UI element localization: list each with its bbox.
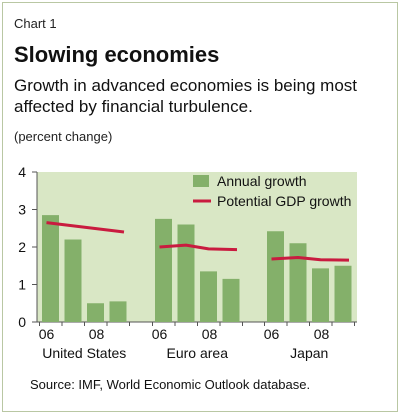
y-tick-label: 2 — [18, 239, 26, 255]
legend-label-potential-gdp: Potential GDP growth — [217, 193, 351, 209]
x-tick-label: 06 — [152, 326, 168, 342]
bar-annual-growth — [312, 268, 329, 322]
group-label: Japan — [290, 345, 328, 361]
x-tick-label: 08 — [89, 326, 105, 342]
x-tick-label: 08 — [202, 326, 218, 342]
x-tick-label: 06 — [264, 326, 280, 342]
y-tick-label: 3 — [18, 202, 26, 218]
y-tick-label: 0 — [18, 314, 26, 330]
bar-annual-growth — [87, 303, 104, 322]
bar-annual-growth — [289, 243, 307, 322]
potential-gdp-line — [271, 256, 350, 262]
bar-annual-growth — [155, 218, 172, 322]
legend-label-annual-growth: Annual growth — [217, 173, 307, 189]
source-note: Source: IMF, World Economic Outlook data… — [30, 377, 311, 392]
bar-annual-growth — [64, 239, 82, 322]
unit-label: (percent change) — [14, 129, 113, 144]
legend-swatch-annual-growth — [193, 175, 209, 187]
bar-annual-growth — [109, 301, 127, 322]
chart-subtitle: Growth in advanced economies is being mo… — [14, 76, 358, 116]
group-label: Euro area — [167, 345, 229, 361]
bar-annual-growth — [222, 278, 240, 322]
y-tick-label: 1 — [18, 277, 26, 293]
bar-annual-growth — [42, 215, 59, 322]
x-tick-label: 08 — [314, 326, 330, 342]
potential-gdp-line — [159, 243, 238, 252]
bar-annual-growth — [334, 265, 352, 322]
x-tick-label: 06 — [39, 326, 55, 342]
bar-annual-growth — [200, 271, 217, 322]
y-tick-label: 4 — [18, 164, 26, 180]
bar-annual-growth — [177, 224, 195, 322]
chart-number-label: Chart 1 — [14, 16, 57, 31]
chart-title: Slowing economies — [14, 42, 220, 67]
potential-gdp-line — [46, 221, 125, 234]
bar-annual-growth — [267, 231, 284, 322]
group-label: United States — [42, 345, 126, 361]
